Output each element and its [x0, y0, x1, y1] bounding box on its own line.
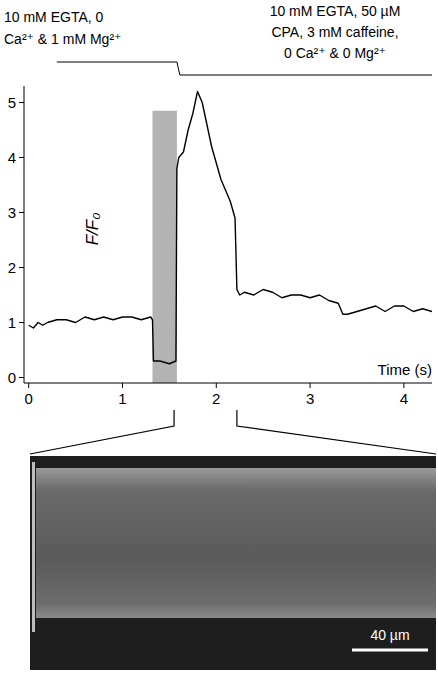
x-tick — [403, 383, 404, 388]
x-tick-label: 0 — [25, 390, 33, 407]
annotation-text: Ca²⁺ & 1 mM Mg²⁺ — [4, 31, 121, 47]
y-tick-label: 5 — [8, 94, 16, 111]
y-axis — [24, 86, 25, 383]
y-tick — [19, 157, 24, 158]
y-tick-label: 3 — [8, 204, 16, 221]
y-tick-label: 1 — [8, 314, 16, 331]
x-tick-label: 1 — [118, 390, 126, 407]
zoom-line — [237, 410, 436, 454]
annotation-text: 0 Ca²⁺ & 0 Mg²⁺ — [284, 45, 386, 61]
x-tick-label: 2 — [212, 390, 220, 407]
figure: 0 1 2 3 4 5 0 1 2 3 4 Time (s) F/F₀ 10 mM EGTA, 0 Ca²⁺… — [0, 0, 438, 673]
zoom-line — [30, 410, 174, 454]
x-tick — [122, 383, 123, 388]
annotation-text: CPA, 3 mM caffeine, — [271, 24, 398, 40]
y-tick-label: 4 — [8, 149, 16, 166]
x-axis — [24, 383, 432, 384]
line-scan-image — [30, 456, 436, 670]
y-tick — [19, 377, 24, 378]
x-tick — [216, 383, 217, 388]
x-tick — [310, 383, 311, 388]
solution-bar — [180, 75, 432, 76]
y-axis-title: F/F₀ — [83, 213, 102, 246]
cell-band — [36, 468, 436, 618]
scan-start-edge — [32, 462, 35, 632]
shaded-region — [152, 111, 176, 383]
y-tick-label: 0 — [8, 369, 16, 386]
x-axis-title: Time (s) — [378, 361, 432, 378]
y-tick — [19, 102, 24, 103]
x-tick-label: 4 — [400, 390, 408, 407]
scale-bar-label: 40 µm — [370, 627, 409, 643]
trace — [29, 92, 432, 364]
solution-bar-connector — [177, 62, 180, 75]
y-tick — [19, 267, 24, 268]
annotation-text: 10 mM EGTA, 50 µM — [270, 3, 401, 19]
y-tick-label: 2 — [8, 259, 16, 276]
x-tick — [28, 383, 29, 388]
scale-bar — [352, 649, 428, 652]
solution-bar — [57, 62, 177, 63]
x-tick-label: 3 — [306, 390, 314, 407]
y-tick — [19, 212, 24, 213]
annotation-text: 10 mM EGTA, 0 — [4, 9, 104, 25]
y-tick — [19, 322, 24, 323]
plot-area — [29, 92, 432, 384]
